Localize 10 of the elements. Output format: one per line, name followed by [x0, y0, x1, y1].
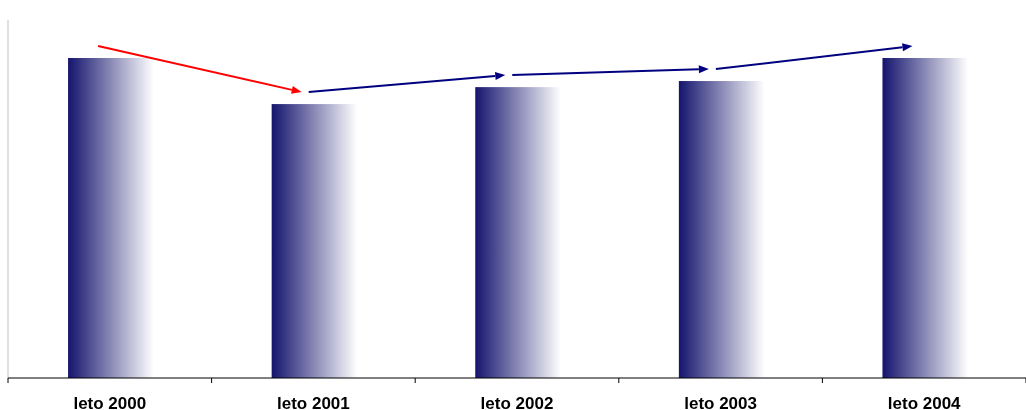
x-tick-label: leto 2003	[684, 394, 757, 410]
bar	[882, 58, 968, 378]
x-tick-label: leto 2002	[480, 394, 554, 410]
x-tick-label: leto 2001	[277, 394, 350, 410]
bar	[68, 58, 154, 378]
bar	[678, 81, 765, 378]
bar	[475, 87, 561, 378]
x-tick-label: leto 2004	[887, 394, 962, 410]
x-tick-label: leto 2000	[73, 394, 147, 410]
bar	[271, 104, 358, 378]
